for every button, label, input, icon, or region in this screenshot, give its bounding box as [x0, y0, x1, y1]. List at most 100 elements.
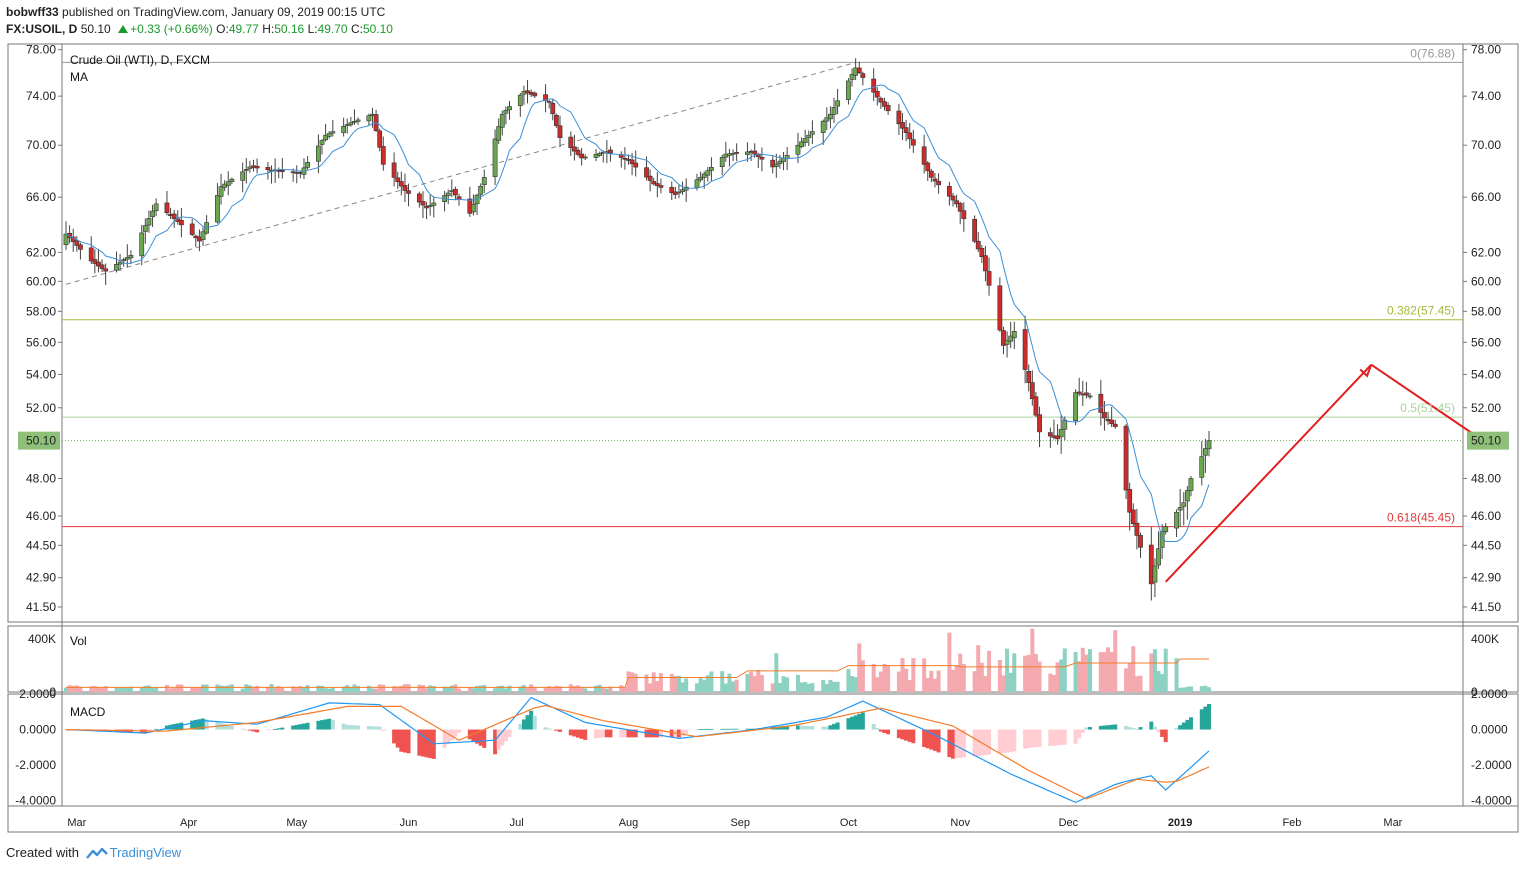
volume-bar [229, 684, 234, 692]
candle-body [680, 189, 685, 192]
macd-histogram-bar [709, 728, 714, 730]
ma-label: MA [70, 70, 88, 84]
volume-bar [457, 688, 462, 692]
volume-bar [172, 688, 177, 692]
candle-body [921, 146, 927, 165]
macd-histogram-bar [1113, 724, 1118, 730]
volume-bar [67, 685, 72, 692]
candle-body [705, 170, 711, 176]
volume-bar [496, 686, 501, 692]
volume-bar [323, 688, 328, 692]
volume-bar [301, 687, 306, 692]
volume-bar [770, 683, 775, 692]
volume-bar [651, 672, 656, 692]
volume-bar [1113, 630, 1118, 692]
time-tick-label: Sep [730, 817, 750, 829]
macd-histogram-bar [824, 726, 829, 730]
volume-bar [366, 685, 371, 692]
volume-bar [972, 671, 977, 692]
volume-bar [1073, 652, 1078, 692]
macd-histogram-bar [680, 729, 685, 736]
macd-histogram-bar [731, 728, 736, 730]
tradingview-brand[interactable]: TradingView [109, 845, 182, 860]
volume-bar [997, 659, 1002, 692]
created-with-text: Created with [6, 845, 79, 860]
macd-histogram-bar [727, 728, 732, 730]
macd-histogram-bar [190, 720, 195, 730]
macd-histogram-bar [323, 719, 328, 730]
volume-bar [64, 687, 68, 692]
candle-body [96, 261, 101, 267]
volume-bar [705, 675, 710, 692]
open-label: O: [216, 22, 229, 36]
time-tick-label: Oct [840, 817, 857, 829]
time-tick-label: May [286, 817, 307, 829]
volume-bar [579, 686, 584, 692]
volume-bar [493, 688, 498, 692]
macd-histogram-bar [493, 729, 498, 755]
candle-body [78, 244, 83, 250]
volume-bar [1138, 675, 1143, 692]
macd-histogram-bar [370, 726, 375, 730]
price-tick-label-right: 56.00 [1471, 335, 1501, 349]
macd-histogram-bar [1030, 729, 1035, 748]
volume-bar [89, 686, 94, 692]
price-tick-label-right: 46.00 [1471, 509, 1501, 523]
macd-histogram-bar [684, 729, 689, 734]
volume-bar [1012, 653, 1017, 692]
volume-bar [922, 658, 927, 692]
macd-histogram-bar [705, 728, 710, 730]
volume-bar [100, 687, 105, 692]
macd-tick-label-right: 2.0000 [1471, 687, 1508, 701]
candle-body [1076, 391, 1082, 394]
macd-histogram-bar [734, 728, 739, 730]
macd-tick-label-left: 2.0000 [19, 687, 56, 701]
volume-bar [543, 687, 548, 692]
macd-histogram-bar [301, 723, 306, 730]
volume-bar [619, 685, 624, 692]
volume-bar [568, 684, 573, 692]
volume-bar [1023, 655, 1028, 692]
volume-bar [294, 687, 299, 692]
macd-histogram-bar [1102, 725, 1107, 730]
candle-body [1134, 522, 1140, 536]
candle-body [1073, 392, 1078, 422]
volume-bar [576, 685, 581, 692]
candle-body [420, 201, 426, 206]
volume-bar [932, 678, 937, 692]
macd-histogram-bar [987, 729, 992, 755]
macd-histogram-bar [806, 726, 811, 730]
price-pane [7, 43, 1519, 623]
candle-body [453, 188, 458, 196]
time-tick-label: Dec [1059, 817, 1079, 829]
candle-body [1206, 440, 1212, 450]
volume-bar [554, 685, 559, 692]
open-value: 49.77 [228, 22, 259, 36]
time-axis [7, 805, 1519, 833]
volume-bar [92, 686, 97, 692]
volume-bar [521, 685, 526, 692]
candle-body [809, 131, 815, 135]
macd-histogram-bar [1023, 729, 1028, 749]
volume-bar [1080, 647, 1085, 692]
candle-body [719, 157, 725, 168]
volume-bar [597, 684, 602, 692]
author-name[interactable]: bobwff33 [6, 5, 59, 19]
price-tick-label-left: 78.00 [26, 43, 56, 57]
volume-bar [1156, 670, 1161, 692]
volume-bar [71, 685, 76, 692]
candle-body [478, 185, 484, 195]
candle-body [121, 259, 127, 262]
candle-body [572, 146, 577, 152]
candle-body [330, 131, 336, 134]
volume-bar [983, 676, 988, 692]
volume-bar [875, 677, 880, 692]
volume-bar [601, 687, 606, 692]
candle-body [752, 150, 758, 155]
candle-body [575, 149, 581, 155]
macd-histogram-bar [193, 719, 198, 730]
macd-histogram-bar [698, 728, 703, 730]
candle-body [517, 94, 523, 106]
macd-histogram-bar [366, 726, 371, 730]
